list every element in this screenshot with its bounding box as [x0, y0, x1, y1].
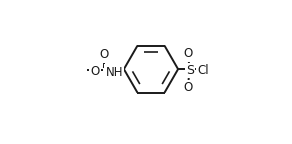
Text: O: O — [90, 65, 99, 78]
Text: Cl: Cl — [197, 64, 209, 77]
Text: O: O — [183, 81, 193, 94]
Text: O: O — [100, 49, 109, 61]
Text: S: S — [186, 64, 194, 77]
Text: NH: NH — [105, 66, 123, 79]
Text: O: O — [183, 47, 193, 60]
